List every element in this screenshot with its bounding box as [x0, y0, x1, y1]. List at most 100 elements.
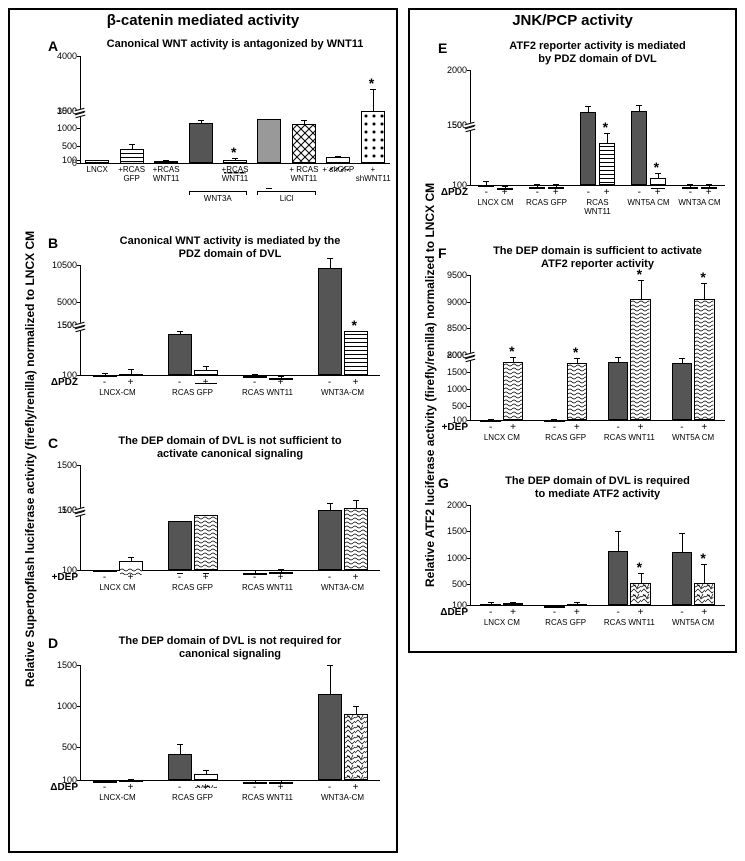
group-label: LNCX CM [470, 619, 534, 628]
pm-label: + [548, 187, 564, 198]
sublabel: +DEP [432, 422, 468, 433]
ytick-label: 1000 [45, 701, 77, 711]
pm-label: - [168, 782, 192, 793]
bar [580, 112, 596, 185]
significance-star: * [700, 550, 705, 566]
bar [318, 268, 342, 375]
significance-star: * [231, 144, 236, 160]
pm-label: - [243, 377, 267, 388]
jnk-pcp-panel: JNK/PCP activity Relative ATF2 luciferas… [408, 8, 737, 653]
xlabel: + shGFP [321, 166, 355, 175]
pm-label: + [269, 782, 293, 793]
pm-label: - [93, 572, 117, 583]
pm-label: - [318, 572, 342, 583]
bar [344, 331, 368, 375]
pm-label: - [608, 607, 628, 618]
bar [120, 149, 144, 163]
group-label: LNCX CM [470, 199, 521, 208]
chart-letter: D [48, 635, 58, 651]
chart-letter: B [48, 235, 58, 251]
pm-label: + [119, 377, 143, 388]
significance-star: * [573, 344, 578, 360]
bar [257, 119, 281, 163]
pm-label: + [630, 422, 650, 433]
pm-label: - [544, 422, 564, 433]
pm-label: + [194, 377, 218, 388]
bracket-label: LiCl [257, 195, 316, 204]
pm-label: + [567, 607, 587, 618]
pm-label: - [168, 572, 192, 583]
bar [119, 374, 143, 376]
left-panel-title: β-catenin mediated activity [10, 10, 396, 29]
pm-label: - [544, 607, 564, 618]
chart-title: Canonical WNT activity is mediated by th… [80, 235, 380, 261]
ytick-label: 9000 [435, 297, 467, 307]
bar [694, 299, 714, 420]
pm-label: - [480, 607, 500, 618]
bar [344, 714, 368, 780]
bar [194, 370, 218, 375]
chart-letter: C [48, 435, 58, 451]
pm-label: - [93, 377, 117, 388]
bar [119, 561, 143, 570]
ytick-label: 10500 [45, 260, 77, 270]
group-label: LNCX CM [80, 584, 155, 593]
chart-letter: E [438, 40, 447, 56]
bar [503, 603, 523, 605]
pm-label: - [480, 422, 500, 433]
sublabel: +DEP [42, 572, 78, 583]
chart-title: The DEP domain of DVL is not required fo… [80, 635, 380, 661]
chart-letter: F [438, 245, 447, 261]
group-label: WNT5A CM [661, 619, 725, 628]
chart-f: FThe DEP domain is sufficient to activat… [470, 245, 725, 480]
bar [503, 362, 523, 420]
ytick-label: 500 [45, 141, 77, 151]
right-panel-title: JNK/PCP activity [410, 10, 735, 29]
chart-a: ACanonical WNT activity is antagonized b… [80, 38, 390, 223]
pm-label: + [650, 187, 666, 198]
bar [168, 334, 192, 375]
bar [630, 299, 650, 420]
pm-label: + [701, 187, 717, 198]
group-label: LNCX CM [470, 434, 534, 443]
right-yaxis-label: Relative ATF2 luciferase activity (firef… [423, 87, 437, 587]
ytick-label: 1000 [435, 553, 467, 563]
bar [672, 552, 692, 605]
group-label: WNT3A-CM [305, 584, 380, 593]
bar [694, 583, 714, 605]
group-label: RCAS GFP [155, 584, 230, 593]
xlabel: + shWNT11 [356, 166, 390, 184]
ytick-label: 500 [435, 579, 467, 589]
chart-b: BCanonical WNT activity is mediated by t… [80, 235, 380, 435]
xlabel: +RCASWNT11 [149, 166, 183, 184]
group-label: RCAS GFP [521, 199, 572, 208]
ytick-label: 5000 [45, 297, 77, 307]
chart-title: The DEP domain is sufficient to activate… [470, 245, 725, 271]
beta-catenin-panel: β-catenin mediated activity Relative Sup… [8, 8, 398, 853]
bar [344, 508, 368, 570]
bar [361, 111, 385, 163]
xlabel: LNCX [80, 166, 114, 175]
bar [318, 510, 342, 570]
significance-star: * [700, 269, 705, 285]
bar [194, 515, 218, 571]
group-label: WNT3A-CM [305, 389, 380, 398]
pm-label: + [630, 607, 650, 618]
pm-label: - [608, 422, 628, 433]
group-label: LNCX-CM [80, 794, 155, 803]
bar [650, 178, 666, 186]
ytick-label: 1500 [435, 120, 467, 130]
chart-g: GThe DEP domain of DVL is requiredto med… [470, 475, 725, 665]
bar [567, 604, 587, 606]
pm-label: - [168, 377, 192, 388]
pm-label: + [344, 782, 368, 793]
group-label: RCAS WNT11 [230, 584, 305, 593]
ytick-label: 1500 [45, 660, 77, 670]
group-label: RCASWNT11 [572, 199, 623, 217]
pm-label: + [503, 607, 523, 618]
bar [567, 363, 587, 420]
pm-label: - [478, 187, 494, 198]
group-label: RCAS GFP [534, 434, 598, 443]
pm-label: - [529, 187, 545, 198]
ytick-label: 1500 [45, 460, 77, 470]
